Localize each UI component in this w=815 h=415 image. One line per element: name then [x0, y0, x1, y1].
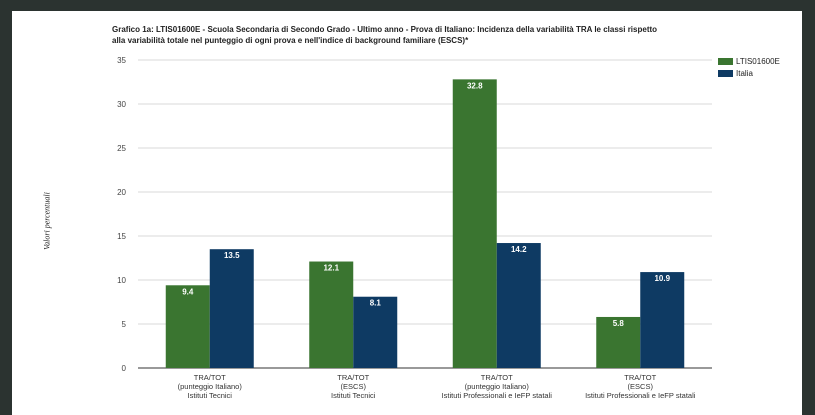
- data-label: 13.5: [224, 251, 240, 260]
- x-tick-label: Istituti Tecnici: [331, 391, 376, 400]
- data-label: 10.9: [654, 274, 670, 283]
- x-tick-label: (punteggio Italiano): [178, 382, 243, 391]
- chart-title-line-1: Grafico 1a: LTIS01600E - Scuola Secondar…: [112, 25, 658, 34]
- x-tick-label: TRA/TOT: [624, 373, 656, 382]
- bar-ltis01600e: [309, 261, 354, 368]
- x-tick-label: Istituti Tecnici: [188, 391, 233, 400]
- bar-italia: [640, 272, 685, 368]
- x-tick-label: TRA/TOT: [337, 373, 369, 382]
- bar-italia: [209, 249, 254, 368]
- legend-label-ltis01600e: LTIS01600E: [736, 57, 780, 66]
- y-tick-label: 35: [117, 56, 126, 65]
- data-label: 9.4: [182, 287, 194, 296]
- x-tick-label: (ESCS): [341, 382, 367, 391]
- legend-label-italia: Italia: [736, 69, 753, 78]
- y-tick-label: 0: [122, 364, 127, 373]
- y-tick-label: 10: [117, 276, 126, 285]
- x-tick-label: TRA/TOT: [194, 373, 226, 382]
- bar-ltis01600e: [165, 285, 210, 368]
- bar-italia: [353, 296, 398, 368]
- y-tick-label: 25: [117, 144, 126, 153]
- legend-swatch-italia: [718, 70, 733, 77]
- data-label: 32.8: [467, 81, 483, 90]
- data-label: 8.1: [370, 299, 382, 308]
- legend-swatch-ltis01600e: [718, 58, 733, 65]
- y-tick-label: 30: [117, 100, 126, 109]
- y-tick-label: 15: [117, 232, 126, 241]
- x-tick-label: TRA/TOT: [481, 373, 513, 382]
- data-label: 14.2: [511, 245, 527, 254]
- x-tick-label: Istituti Professionali e IeFP statali: [585, 391, 696, 400]
- bar-ltis01600e: [452, 79, 497, 369]
- y-tick-label: 5: [122, 320, 127, 329]
- x-tick-label: (punteggio Italiano): [465, 382, 530, 391]
- chart-panel: Grafico 1a: LTIS01600E - Scuola Secondar…: [12, 11, 802, 415]
- data-label: 5.8: [613, 319, 625, 328]
- data-label: 12.1: [323, 264, 339, 273]
- x-tick-label: (ESCS): [628, 382, 654, 391]
- legend-item-italia: Italia: [718, 69, 753, 78]
- y-tick-label: 20: [117, 188, 126, 197]
- x-tick-label: Istituti Professionali e IeFP statali: [442, 391, 553, 400]
- bar-italia: [496, 243, 541, 368]
- legend-item-ltis01600e: LTIS01600E: [718, 57, 780, 66]
- chart-title-line-2: alla variabilità totale nel punteggio di…: [112, 36, 469, 45]
- bar-ltis01600e: [596, 316, 641, 368]
